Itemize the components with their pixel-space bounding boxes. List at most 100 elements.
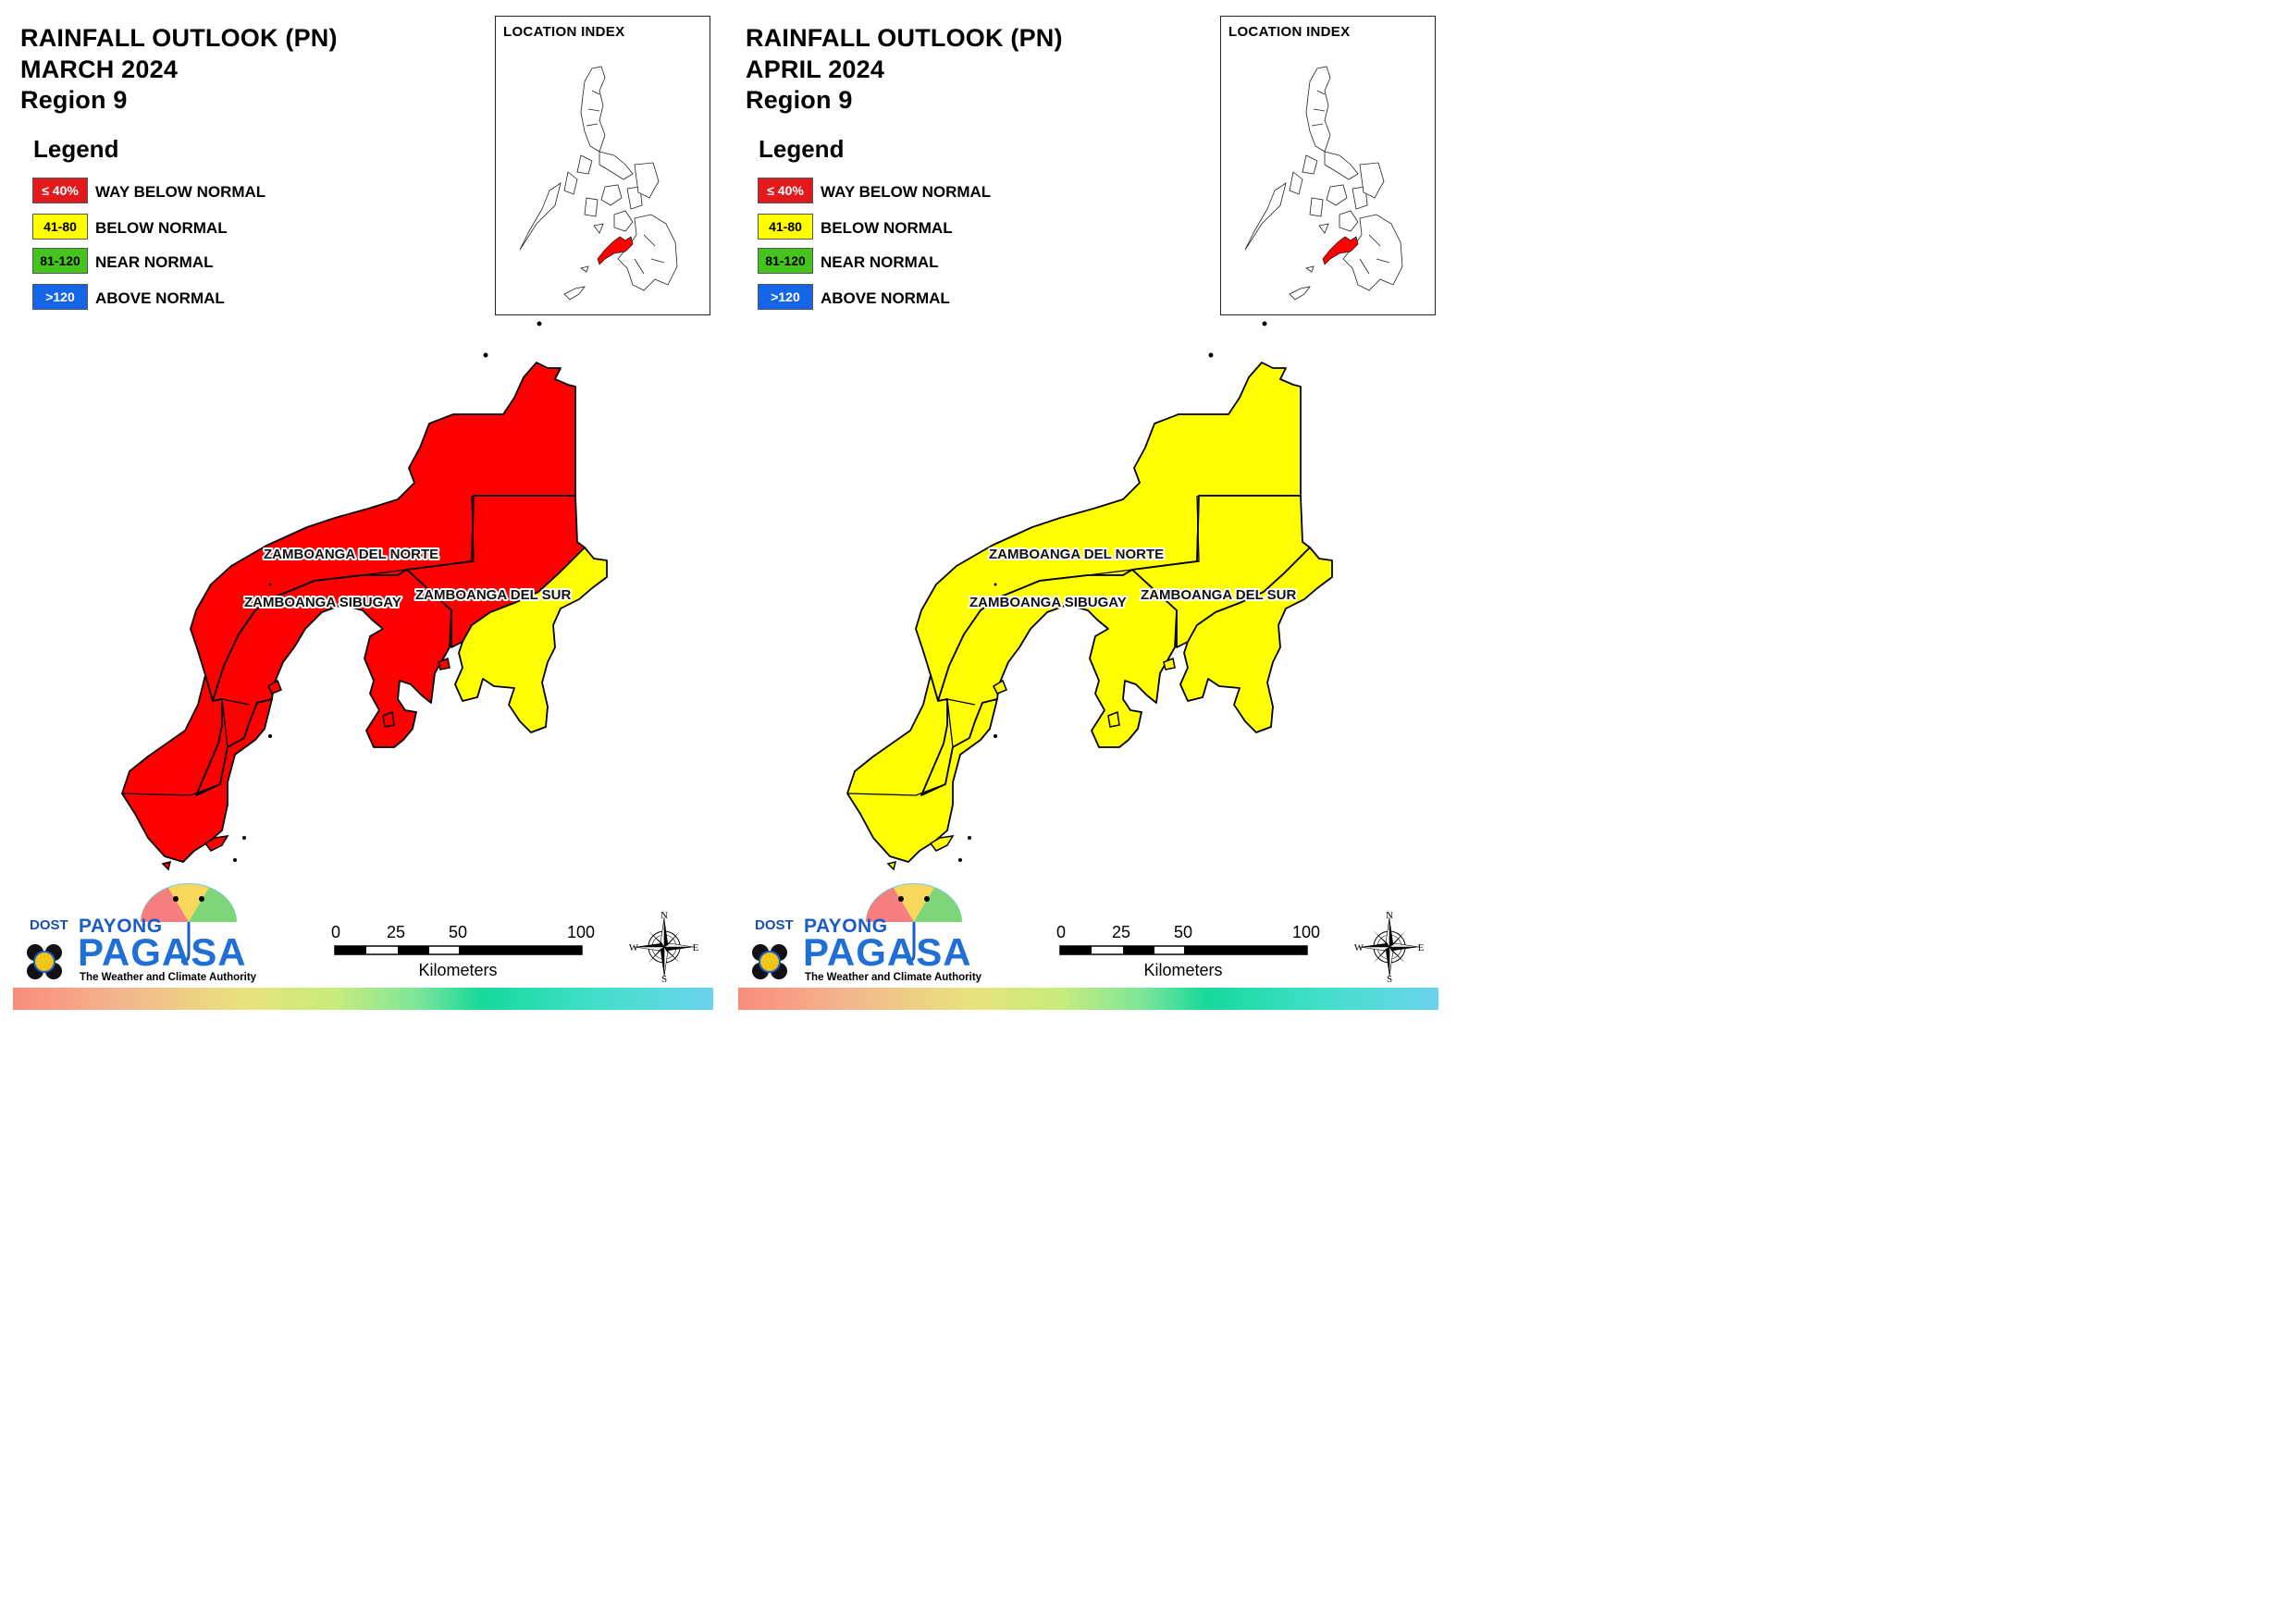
label-zamboanga-del-norte: ZAMBOANGA DEL NORTE (264, 547, 438, 562)
legend-label: ABOVE NORMAL (95, 289, 225, 307)
inset-title: LOCATION INDEX (1228, 24, 1351, 40)
compass-w: W (629, 942, 639, 953)
label-zamboanga-del-norte: ZAMBOANGA DEL NORTE (989, 547, 1164, 562)
scale-tick-label: 25 (386, 923, 406, 941)
scale-bar-graphic (334, 945, 583, 955)
island-dot (994, 583, 997, 586)
label-zamboanga-sibugay: ZAMBOANGA SIBUGAY (244, 595, 401, 610)
boundary-line (406, 569, 452, 647)
legend-title: Legend (759, 135, 845, 163)
pagasa-label: PAGASA (78, 930, 247, 974)
scale-bar: 0 25 50 100 Kilometers (328, 921, 597, 981)
region-9-map: ZAMBOANGA DEL NORTE ZAMBOANGA SIBUGAY ZA… (846, 321, 1333, 871)
scale-tick-label: 50 (448, 923, 468, 941)
payong-label: PAYONG (804, 916, 888, 937)
island-dot (268, 734, 272, 738)
payong-label: PAYONG (79, 916, 163, 937)
outlook-panel-march: RAINFALL OUTLOOK (PN) MARCH 2024 Region … (0, 0, 725, 1026)
scale-tick-label: 0 (330, 923, 341, 941)
compass-rose-icon: N S E W (1352, 910, 1426, 985)
payong-pagasa-logo: DOST PAYONG PAGASA The Weather and Clima… (20, 880, 256, 987)
island-dot (233, 858, 237, 862)
province-zamboanga-del-sur-south (454, 547, 608, 733)
inset-title: LOCATION INDEX (503, 24, 625, 40)
scale-tick-label: 100 (566, 923, 596, 941)
legend-title: Legend (33, 135, 119, 163)
legend-label: ABOVE NORMAL (821, 289, 950, 307)
scale-bar-graphic (1059, 945, 1308, 955)
label-zamboanga-del-sur: ZAMBOANGA DEL SUR (415, 587, 572, 603)
island-dot (994, 734, 997, 738)
compass-s: S (661, 974, 667, 984)
scale-tick-label: 25 (1111, 923, 1131, 941)
province-zamboanga-city (121, 674, 273, 863)
legend-swatch: ≤ 40% (32, 178, 88, 203)
island-dot (1208, 352, 1214, 358)
footer-gradient-bar (738, 988, 1438, 1010)
boundary-line (937, 495, 1200, 702)
legend-swatch: 41-80 (758, 214, 813, 240)
map-title-month: APRIL 2024 (746, 55, 885, 83)
compass-s: S (1387, 974, 1392, 984)
island-dot (1262, 321, 1267, 326)
location-index-inset: LOCATION INDEX (495, 16, 710, 315)
region-9-map: ZAMBOANGA DEL NORTE ZAMBOANGA SIBUGAY ZA… (121, 321, 608, 871)
map-title-line-1: RAINFALL OUTLOOK (PN) (20, 24, 338, 52)
scale-bar: 0 25 50 100 Kilometers (1054, 921, 1322, 981)
payong-pagasa-logo: DOST PAYONG PAGASA The Weather and Clima… (746, 880, 981, 987)
compass-e: E (1418, 942, 1425, 953)
province-zamboanga-city (846, 674, 998, 863)
island-dot (242, 836, 246, 840)
inset-region-9-highlight (597, 236, 634, 265)
boundary-line (212, 495, 475, 702)
map-title-line-1: RAINFALL OUTLOOK (PN) (746, 24, 1063, 52)
compass-n: N (660, 910, 668, 921)
legend-swatch: ≤ 40% (758, 178, 813, 203)
offshore-islands (161, 657, 451, 871)
island-dot (968, 836, 971, 840)
dost-label: DOST (755, 917, 794, 933)
legend-swatch: >120 (32, 284, 88, 310)
island-dot (958, 858, 962, 862)
legend-swatch: 81-120 (32, 248, 88, 274)
island-dot (537, 321, 542, 326)
legend-label: BELOW NORMAL (95, 219, 228, 237)
dost-label: DOST (30, 917, 68, 933)
compass-rose-icon: N S E W (627, 910, 701, 985)
map-title-region: Region 9 (746, 86, 853, 114)
boundary-line (846, 698, 976, 796)
legend-swatch: 81-120 (758, 248, 813, 274)
compass-w: W (1354, 942, 1364, 953)
scale-unit-label: Kilometers (418, 961, 498, 979)
location-index-inset: LOCATION INDEX (1220, 16, 1436, 315)
province-zamboanga-del-sur-south (1179, 547, 1333, 733)
philippines-outline-map (519, 66, 678, 301)
legend-label: NEAR NORMAL (95, 253, 214, 271)
legend-swatch: >120 (758, 284, 813, 310)
umbrella-icon (27, 883, 237, 979)
scale-tick-label: 100 (1291, 923, 1321, 941)
inset-region-9-highlight (1322, 236, 1359, 265)
offshore-islands (886, 657, 1176, 871)
legend-swatch: 41-80 (32, 214, 88, 240)
outlook-panel-april: RAINFALL OUTLOOK (PN) APRIL 2024 Region … (725, 0, 1450, 1026)
scale-unit-label: Kilometers (1143, 961, 1223, 979)
legend-label: BELOW NORMAL (821, 219, 953, 237)
scale-tick-label: 0 (1055, 923, 1067, 941)
scale-tick-label: 50 (1173, 923, 1193, 941)
legend-label: WAY BELOW NORMAL (95, 183, 266, 201)
compass-e: E (693, 942, 699, 953)
map-title-region: Region 9 (20, 86, 128, 114)
label-zamboanga-sibugay: ZAMBOANGA SIBUGAY (969, 595, 1127, 610)
map-title-month: MARCH 2024 (20, 55, 179, 83)
footer-gradient-bar (13, 988, 713, 1010)
logo-tagline: The Weather and Climate Authority (805, 972, 982, 983)
umbrella-icon (752, 883, 962, 979)
pagasa-label: PAGASA (803, 930, 972, 974)
island-dot (268, 583, 272, 586)
boundary-line (121, 698, 251, 796)
island-dot (483, 352, 488, 358)
legend-label: WAY BELOW NORMAL (821, 183, 992, 201)
compass-n: N (1386, 910, 1393, 921)
logo-tagline: The Weather and Climate Authority (80, 972, 257, 983)
